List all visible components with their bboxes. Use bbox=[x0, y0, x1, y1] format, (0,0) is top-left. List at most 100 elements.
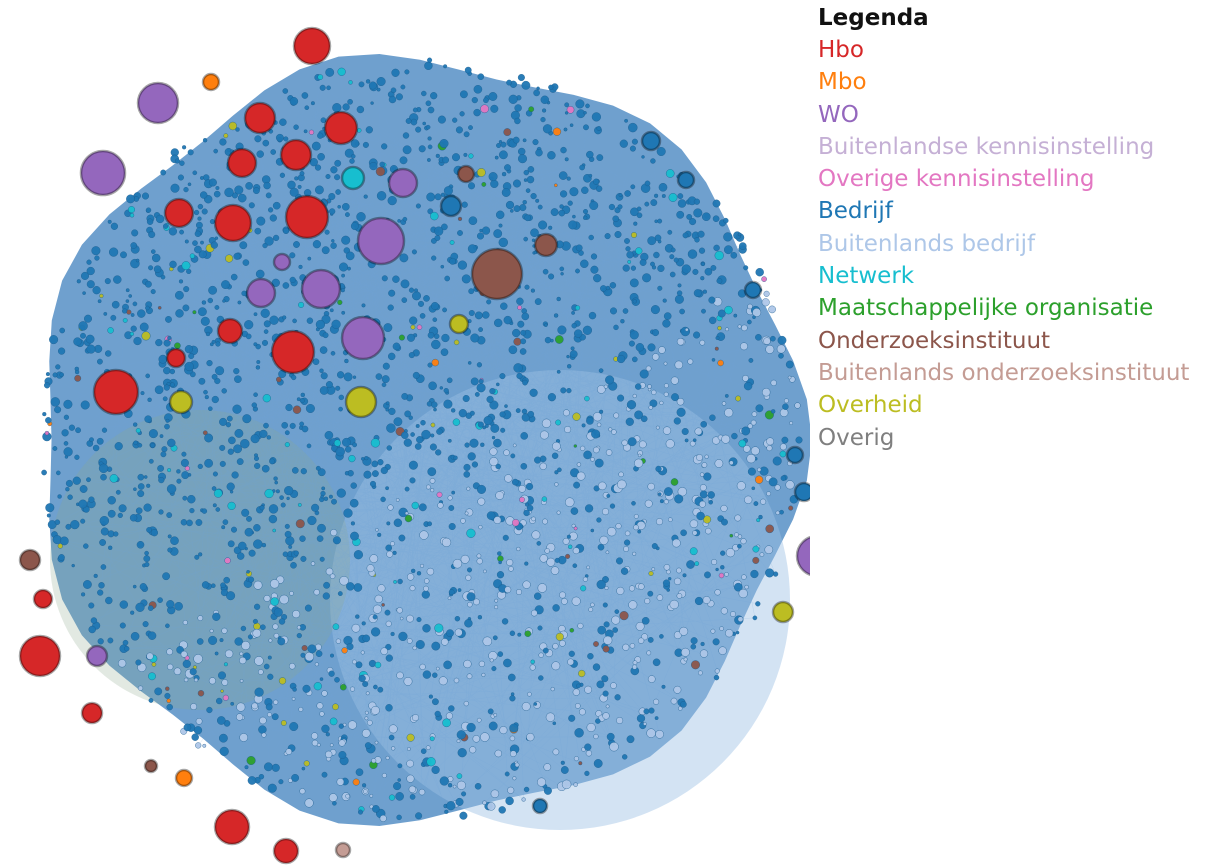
node bbox=[167, 534, 172, 539]
node bbox=[676, 338, 685, 346]
node bbox=[779, 509, 784, 515]
node bbox=[301, 92, 309, 99]
node bbox=[350, 222, 359, 231]
node bbox=[352, 778, 360, 786]
node bbox=[785, 480, 795, 490]
node bbox=[592, 663, 601, 671]
node bbox=[246, 516, 252, 522]
node bbox=[489, 658, 494, 663]
node bbox=[385, 704, 393, 712]
node bbox=[130, 610, 135, 615]
edge bbox=[559, 244, 712, 301]
node bbox=[521, 702, 531, 711]
node bbox=[262, 394, 271, 403]
edge bbox=[322, 531, 612, 560]
node bbox=[338, 723, 344, 729]
edge bbox=[607, 291, 755, 415]
node bbox=[468, 310, 475, 317]
node bbox=[406, 733, 415, 742]
node bbox=[403, 438, 412, 447]
node bbox=[544, 323, 548, 327]
node bbox=[202, 743, 207, 748]
node bbox=[208, 635, 218, 645]
node bbox=[701, 462, 708, 468]
node bbox=[760, 498, 767, 505]
node bbox=[115, 489, 121, 495]
node bbox=[476, 362, 483, 368]
node bbox=[676, 290, 683, 296]
node bbox=[146, 527, 152, 533]
node bbox=[694, 427, 703, 436]
node bbox=[174, 342, 181, 350]
edge bbox=[249, 124, 414, 321]
edge bbox=[627, 493, 661, 534]
node bbox=[160, 274, 166, 280]
node bbox=[761, 298, 770, 307]
node bbox=[493, 438, 502, 448]
node bbox=[308, 129, 315, 135]
node bbox=[350, 482, 357, 489]
edge bbox=[205, 392, 209, 587]
node bbox=[59, 372, 65, 378]
node bbox=[107, 509, 116, 518]
node bbox=[555, 419, 561, 426]
node bbox=[160, 451, 167, 458]
node bbox=[421, 590, 430, 599]
node bbox=[555, 335, 564, 344]
node bbox=[441, 537, 452, 548]
node bbox=[715, 336, 720, 341]
node bbox=[321, 246, 330, 255]
node bbox=[770, 379, 777, 387]
node bbox=[148, 698, 154, 703]
edge bbox=[539, 495, 670, 610]
edge bbox=[272, 460, 462, 632]
node bbox=[661, 684, 666, 689]
edge bbox=[300, 304, 524, 524]
node bbox=[321, 771, 328, 778]
node bbox=[404, 514, 413, 523]
node bbox=[63, 441, 69, 446]
node bbox=[534, 298, 542, 305]
node bbox=[263, 595, 271, 602]
node bbox=[647, 637, 654, 643]
node bbox=[572, 412, 581, 421]
node bbox=[599, 535, 609, 545]
node bbox=[559, 204, 564, 209]
edge bbox=[150, 164, 584, 269]
node bbox=[619, 139, 628, 148]
node bbox=[386, 550, 394, 558]
node bbox=[416, 617, 422, 623]
node bbox=[344, 358, 349, 364]
node bbox=[517, 632, 522, 637]
node bbox=[724, 408, 734, 418]
edge bbox=[268, 240, 450, 381]
node bbox=[337, 591, 343, 596]
node bbox=[182, 304, 190, 312]
node bbox=[681, 264, 691, 274]
edge bbox=[370, 505, 441, 749]
edge bbox=[167, 290, 507, 422]
node bbox=[607, 527, 617, 537]
edge bbox=[244, 403, 725, 444]
node bbox=[406, 638, 413, 644]
node bbox=[427, 521, 432, 527]
node bbox=[350, 531, 359, 541]
node bbox=[487, 708, 494, 715]
node bbox=[570, 346, 575, 351]
node bbox=[335, 189, 341, 195]
node bbox=[491, 666, 497, 672]
node bbox=[256, 360, 261, 365]
node bbox=[494, 605, 499, 610]
node bbox=[448, 589, 455, 595]
node bbox=[452, 784, 457, 789]
node bbox=[321, 724, 330, 733]
node bbox=[198, 552, 203, 557]
edge bbox=[336, 114, 401, 432]
edge bbox=[446, 390, 751, 427]
edge bbox=[221, 444, 468, 676]
node bbox=[758, 514, 763, 520]
node bbox=[556, 510, 561, 515]
node bbox=[332, 801, 337, 806]
node bbox=[393, 518, 403, 527]
edge bbox=[99, 300, 670, 497]
